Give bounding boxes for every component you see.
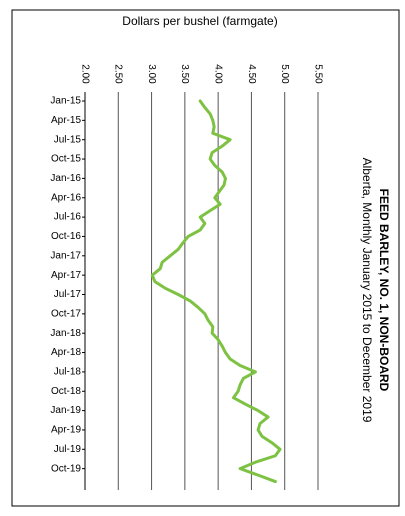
x-tick-label: 4.50 <box>246 64 257 84</box>
y-tick-label: Apr-19 <box>51 425 81 436</box>
x-tick-label: 5.50 <box>312 64 323 84</box>
chart-subtitle: Alberta, Monthly January 2015 to Decembe… <box>360 158 374 423</box>
y-tick-label: Oct-18 <box>51 386 81 397</box>
frame <box>11 9 400 507</box>
y-tick-label: Oct-19 <box>51 463 81 474</box>
x-tick-label: 4.00 <box>213 64 224 84</box>
y-tick-label: Apr-18 <box>51 347 81 358</box>
y-tick-label: Apr-15 <box>51 115 81 126</box>
x-tick-label: 5.00 <box>279 64 290 84</box>
y-tick-label: Jul-18 <box>54 367 82 378</box>
y-tick-label: Apr-17 <box>51 270 81 281</box>
y-tick-label: Jul-16 <box>54 212 82 223</box>
y-tick-label: Jul-19 <box>54 444 82 455</box>
y-tick-label: Apr-16 <box>51 192 81 203</box>
y-tick-label: Oct-16 <box>51 231 81 242</box>
series-line <box>150 99 282 484</box>
y-tick-label: Jan-15 <box>50 96 81 107</box>
y-tick-label: Jan-18 <box>50 328 81 339</box>
y-tick-label: Oct-17 <box>51 308 81 319</box>
x-tick-label: 3.00 <box>146 64 157 84</box>
y-tick-label: Jan-19 <box>50 405 81 416</box>
y-tick-label: Jan-16 <box>50 173 81 184</box>
x-tick-label: 2.50 <box>113 64 124 84</box>
chart-title: FEED BARLEY, NO. 1, NON-BOARD <box>377 189 391 392</box>
y-tick-label: Jul-17 <box>54 289 82 300</box>
y-tick-label: Jan-17 <box>50 250 81 261</box>
x-tick-label: 3.50 <box>179 64 190 84</box>
y-tick-label: Jul-15 <box>54 134 82 145</box>
x-tick-label: 2.00 <box>79 64 90 84</box>
y-tick-label: Oct-15 <box>51 154 81 165</box>
value-axis-label: Dollars per bushel (farmgate) <box>122 14 277 28</box>
